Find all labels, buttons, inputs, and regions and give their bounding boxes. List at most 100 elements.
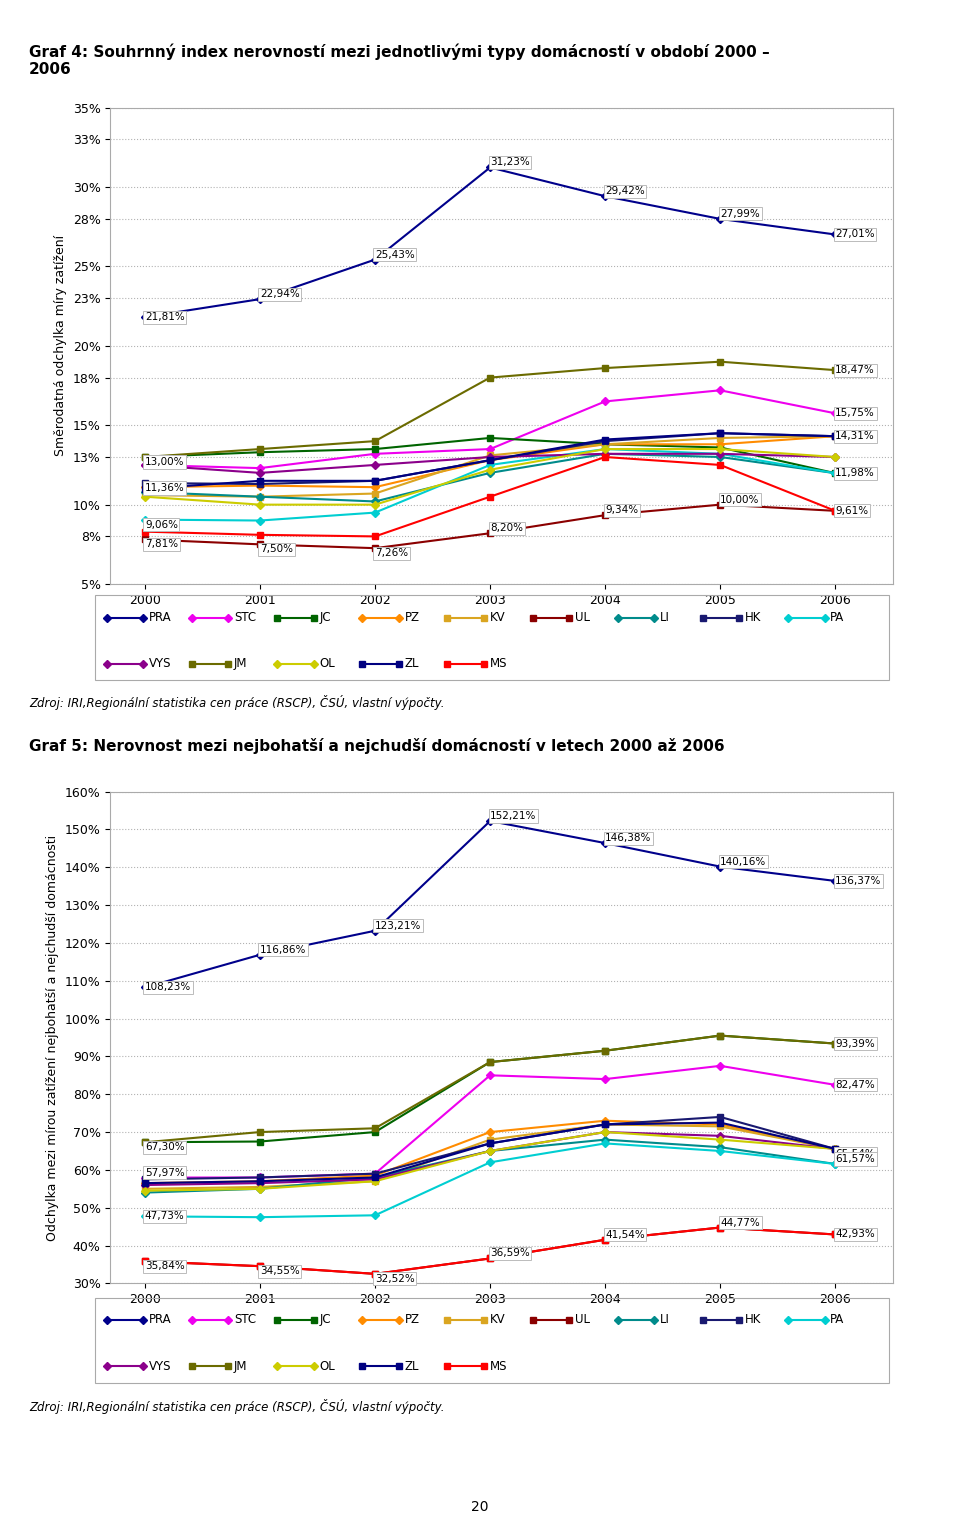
Text: PA: PA [830, 612, 845, 624]
LI [139, 483, 151, 501]
MS [485, 1250, 496, 1268]
ZL [254, 472, 266, 490]
Text: PRA: PRA [149, 612, 172, 624]
VYS [829, 447, 841, 466]
Text: PRA: PRA [149, 1314, 172, 1326]
Text: 11,98%: 11,98% [835, 469, 875, 478]
HK [714, 424, 726, 443]
Line: ZL: ZL [142, 430, 838, 492]
JC [829, 464, 841, 483]
PZ [714, 1116, 726, 1134]
UL [714, 1219, 726, 1237]
LI [254, 1179, 266, 1197]
ZL [254, 1173, 266, 1191]
VYS [139, 455, 151, 473]
Text: 18,47%: 18,47% [835, 366, 875, 375]
KV [829, 427, 841, 446]
Text: Zdroj: IRI,Regionální statistika cen práce (RSCP), ČSÚ, vlastní výpočty.: Zdroj: IRI,Regionální statistika cen prá… [29, 695, 444, 710]
Text: 15,75%: 15,75% [835, 409, 875, 418]
VYS [829, 1140, 841, 1159]
KV [714, 429, 726, 447]
ZL [599, 430, 611, 449]
Text: STC: STC [234, 1314, 256, 1326]
PZ [485, 1124, 496, 1142]
Text: MS: MS [490, 658, 507, 670]
OL [485, 1142, 496, 1160]
PRA [714, 858, 726, 876]
Text: ZL: ZL [404, 658, 419, 670]
HK [714, 1108, 726, 1127]
Line: PRA: PRA [142, 164, 838, 320]
ZL [370, 472, 381, 490]
OL [139, 487, 151, 506]
HK [599, 1116, 611, 1134]
LI [485, 1142, 496, 1160]
HK [254, 475, 266, 493]
Line: LI: LI [142, 450, 838, 504]
Text: UL: UL [575, 1314, 589, 1326]
PA [139, 1207, 151, 1225]
MS [714, 1219, 726, 1237]
Text: MS: MS [490, 1360, 507, 1373]
Text: Graf 4: Souhrnný index nerovností mezi jednotlivými typy domácností v období 200: Graf 4: Souhrnný index nerovností mezi j… [29, 43, 770, 77]
ZL [485, 450, 496, 469]
MS [370, 527, 381, 546]
HK [829, 427, 841, 446]
JC [714, 438, 726, 456]
MS [599, 447, 611, 466]
PA [714, 444, 726, 463]
PA [370, 504, 381, 523]
Text: OL: OL [320, 658, 335, 670]
Line: JM: JM [142, 358, 838, 460]
Text: ZL: ZL [404, 1360, 419, 1373]
OL [599, 440, 611, 458]
KV [370, 1173, 381, 1191]
LI [370, 492, 381, 510]
JC [370, 1124, 381, 1142]
ZL [370, 1168, 381, 1187]
Text: 20: 20 [471, 1500, 489, 1514]
Text: UL: UL [575, 612, 589, 624]
OL [714, 440, 726, 458]
Text: KV: KV [490, 612, 505, 624]
KV [254, 487, 266, 506]
PA [599, 440, 611, 458]
JC [254, 1133, 266, 1151]
Line: STC: STC [142, 1062, 838, 1180]
Text: 146,38%: 146,38% [605, 833, 652, 844]
UL [370, 539, 381, 558]
JM [714, 1027, 726, 1045]
MS [370, 1265, 381, 1283]
OL [714, 1130, 726, 1148]
Text: 34,55%: 34,55% [260, 1266, 300, 1276]
STC [254, 460, 266, 478]
LI [829, 464, 841, 483]
HK [829, 1140, 841, 1159]
Text: 22,94%: 22,94% [260, 289, 300, 300]
HK [370, 472, 381, 490]
STC [485, 1067, 496, 1085]
OL [139, 1182, 151, 1200]
UL [485, 524, 496, 543]
MS [139, 1253, 151, 1271]
LI [829, 1154, 841, 1173]
PA [370, 1207, 381, 1225]
Text: PA: PA [830, 1314, 845, 1326]
UL [829, 1225, 841, 1243]
ZL [714, 424, 726, 443]
PZ [485, 450, 496, 469]
ZL [485, 1134, 496, 1153]
KV [599, 435, 611, 453]
Line: VYS: VYS [142, 1130, 838, 1188]
HK [599, 432, 611, 450]
Text: VYS: VYS [149, 658, 172, 670]
UL [599, 1231, 611, 1250]
JC [139, 447, 151, 466]
PRA [714, 209, 726, 227]
STC [254, 1168, 266, 1187]
PRA [829, 871, 841, 890]
Text: PZ: PZ [404, 1314, 420, 1326]
PRA [485, 158, 496, 177]
PRA [370, 922, 381, 941]
VYS [599, 444, 611, 463]
